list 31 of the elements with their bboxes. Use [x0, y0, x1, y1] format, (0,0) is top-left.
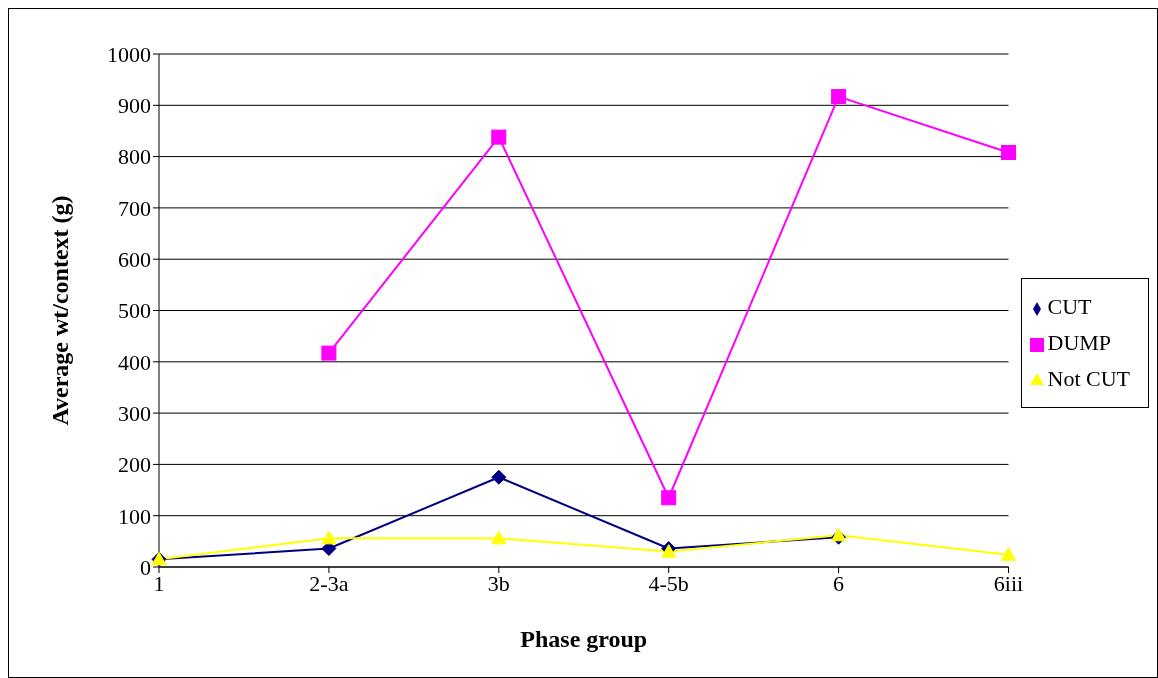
point [661, 490, 677, 506]
legend-label: Not CUT [1047, 366, 1130, 391]
x-axis-title: Phase group [520, 626, 648, 652]
x-tick-label: 4-5b [648, 570, 689, 596]
y-tick-label: 100 [118, 503, 151, 529]
y-tick-label: 600 [118, 247, 151, 273]
y-tick-label: 400 [118, 349, 151, 375]
x-tick-label: 2-3a [309, 570, 349, 596]
y-tick-label: 300 [118, 400, 151, 426]
point [491, 530, 507, 545]
x-tick-label: 1 [153, 570, 165, 596]
x-tick-label: 6 [833, 570, 845, 596]
y-tick-label: 1000 [107, 41, 151, 67]
point [491, 129, 507, 145]
point [321, 530, 337, 545]
y-tick-label: 700 [118, 195, 151, 221]
legend-label: DUMP [1047, 330, 1112, 355]
point [491, 469, 507, 485]
y-tick-label: 900 [118, 93, 151, 119]
y-tick-label: 800 [118, 144, 151, 170]
x-tick-label: 6iii [993, 570, 1024, 596]
y-tick-label: 200 [118, 452, 151, 478]
legend-label: CUT [1047, 294, 1092, 319]
point [1001, 145, 1016, 160]
y-axis-title: Average wt/context (g) [46, 195, 73, 426]
x-tick-label: 3b [487, 570, 510, 596]
point [1001, 547, 1016, 561]
point [321, 345, 337, 361]
y-tick-label: 0 [140, 554, 151, 580]
y-tick-label: 500 [118, 298, 151, 324]
point [831, 89, 847, 105]
